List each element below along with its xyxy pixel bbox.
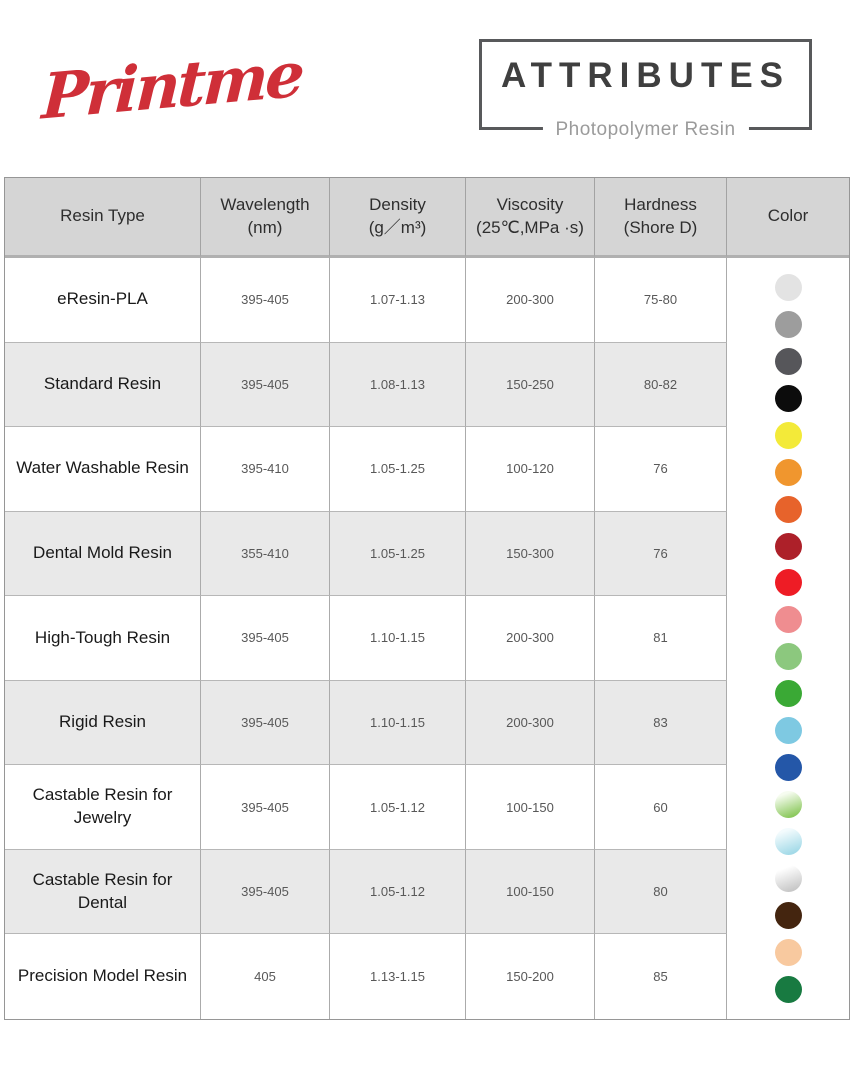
header-density: Density (g／m³)	[330, 178, 466, 258]
viscosity-cell: 150-200	[466, 934, 595, 1019]
viscosity-cell: 200-300	[466, 596, 595, 681]
resin-type-cell: Rigid Resin	[5, 680, 201, 766]
color-swatch-gray	[774, 310, 802, 338]
hardness-cell: 85	[595, 934, 727, 1019]
wavelength-cell: 395-405	[201, 596, 330, 681]
color-swatch-red	[774, 569, 802, 597]
color-swatch-column	[727, 258, 849, 1019]
resin-type-cell: Dental Mold Resin	[5, 511, 201, 597]
viscosity-cell: 200-300	[466, 680, 595, 766]
wavelength-cell: 405	[201, 934, 330, 1019]
density-cell: 1.05-1.12	[330, 765, 466, 850]
header-label: Wavelength	[220, 194, 310, 214]
wavelength-cell: 395-405	[201, 680, 330, 766]
density-cell: 1.07-1.13	[330, 258, 466, 343]
density-cell: 1.13-1.15	[330, 934, 466, 1019]
color-swatch-sky-blue	[774, 717, 802, 745]
hardness-cell: 75-80	[595, 258, 727, 343]
color-swatch-salmon-pink	[774, 606, 802, 634]
color-swatch-peach	[774, 938, 802, 966]
color-swatch-dark-gray	[774, 347, 802, 375]
wavelength-cell: 395-410	[201, 427, 330, 512]
wavelength-cell: 395-405	[201, 342, 330, 428]
viscosity-cell: 200-300	[466, 258, 595, 343]
hardness-cell: 81	[595, 596, 727, 681]
resin-type-cell: High-Tough Resin	[5, 596, 201, 681]
header-color: Color	[727, 178, 849, 258]
hardness-cell: 80-82	[595, 342, 727, 428]
header-viscosity: Viscosity (25℃,MPa ·s)	[466, 178, 595, 258]
header-label: Viscosity	[496, 194, 564, 214]
viscosity-cell: 150-250	[466, 342, 595, 428]
density-cell: 1.05-1.25	[330, 427, 466, 512]
color-swatch-light-green	[774, 643, 802, 671]
header-label: Hardness	[624, 194, 697, 214]
density-cell: 1.10-1.15	[330, 680, 466, 766]
hardness-cell: 76	[595, 511, 727, 597]
page-subtitle: Photopolymer Resin	[542, 119, 749, 141]
color-swatch-dark-red	[774, 532, 802, 560]
color-swatch-yellow	[774, 421, 802, 449]
color-swatch-green	[774, 680, 802, 708]
viscosity-cell: 100-150	[466, 765, 595, 850]
attributes-title-box: ATTRIBUTES Photopolymer Resin	[479, 39, 812, 141]
color-swatch-orange-red	[774, 495, 802, 523]
resin-type-cell: Precision Model Resin	[5, 934, 201, 1019]
color-swatch-dark-green	[774, 975, 802, 1003]
resin-type-cell: Castable Resin for Dental	[5, 849, 201, 935]
header-label: Resin Type	[60, 206, 145, 226]
color-swatch-orange	[774, 458, 802, 486]
attributes-table: Resin Type Wavelength (nm) Density (g／m³…	[4, 177, 850, 1020]
color-swatch-clear-green	[774, 791, 802, 819]
color-swatch-light-gray	[774, 273, 802, 301]
density-cell: 1.08-1.13	[330, 342, 466, 428]
page-title: ATTRIBUTES	[500, 56, 791, 95]
color-swatch-blue	[774, 754, 802, 782]
header-hardness: Hardness (Shore D)	[595, 178, 727, 258]
wavelength-cell: 355-410	[201, 511, 330, 597]
header-unit: (Shore D)	[623, 217, 698, 237]
wavelength-cell: 395-405	[201, 765, 330, 850]
resin-type-cell: Castable Resin for Jewelry	[5, 765, 201, 850]
resin-type-cell: Water Washable Resin	[5, 427, 201, 512]
header-unit: (nm)	[247, 217, 283, 237]
density-cell: 1.10-1.15	[330, 596, 466, 681]
viscosity-cell: 100-120	[466, 427, 595, 512]
header-wavelength: Wavelength (nm)	[201, 178, 330, 258]
density-cell: 1.05-1.12	[330, 849, 466, 935]
wavelength-cell: 395-405	[201, 849, 330, 935]
header-label: Density	[369, 194, 426, 214]
hardness-cell: 76	[595, 427, 727, 512]
color-swatch-clear-cyan	[774, 828, 802, 855]
hardness-cell: 83	[595, 680, 727, 766]
viscosity-cell: 100-150	[466, 849, 595, 935]
header-unit: (25℃,MPa ·s)	[476, 217, 584, 237]
color-swatch-dark-brown	[774, 901, 802, 929]
header-resin-type: Resin Type	[5, 178, 201, 258]
resin-type-cell: Standard Resin	[5, 342, 201, 428]
color-swatch-clear-white	[774, 864, 802, 892]
header-label: Color	[767, 206, 809, 226]
viscosity-cell: 150-300	[466, 511, 595, 597]
printme-logo: Printme	[40, 36, 304, 134]
hardness-cell: 60	[595, 765, 727, 850]
density-cell: 1.05-1.25	[330, 511, 466, 597]
header-unit: (g／m³)	[368, 217, 427, 237]
resin-type-cell: eResin-PLA	[5, 258, 201, 343]
hardness-cell: 80	[595, 849, 727, 935]
wavelength-cell: 395-405	[201, 258, 330, 343]
color-swatch-black	[774, 384, 802, 412]
